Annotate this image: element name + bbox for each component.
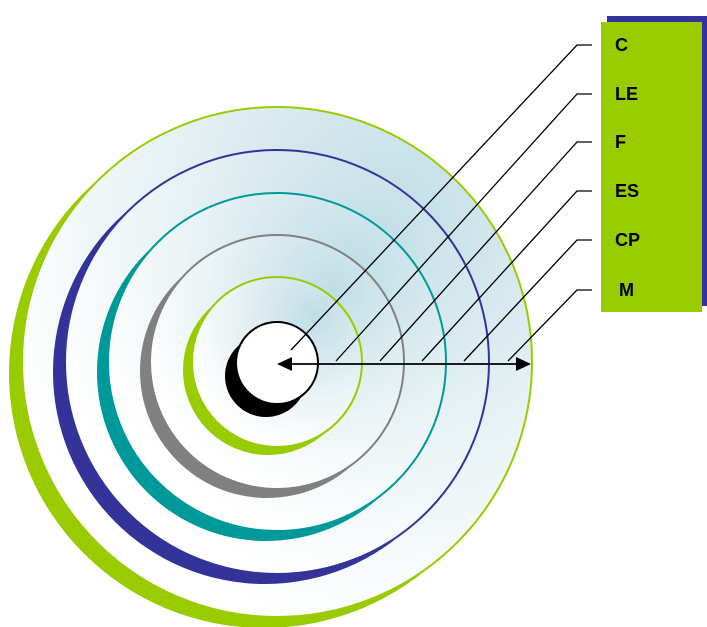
leader-line-le bbox=[335, 93, 592, 362]
label-legend-box: C LE F ES CP M bbox=[601, 22, 702, 312]
label-le: LE bbox=[615, 84, 639, 104]
leader-line-es bbox=[421, 190, 592, 362]
label-f: F bbox=[615, 132, 626, 152]
leader-line-c bbox=[290, 44, 592, 351]
leader-line-cp bbox=[463, 239, 592, 362]
radius-arrowhead-right bbox=[516, 357, 531, 371]
label-m: M bbox=[619, 280, 634, 300]
leader-line-m bbox=[507, 289, 592, 362]
label-c: C bbox=[615, 35, 628, 55]
label-cp: CP bbox=[615, 230, 641, 250]
label-es: ES bbox=[615, 181, 640, 201]
leader-line-f bbox=[379, 141, 592, 362]
radius-arrowhead-left bbox=[277, 357, 292, 371]
